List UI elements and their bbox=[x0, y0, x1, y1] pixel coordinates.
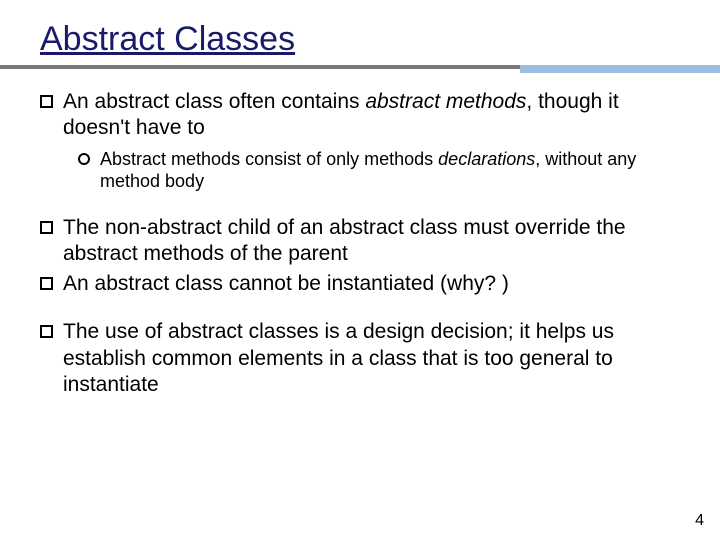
bullet-text: The use of abstract classes is a design … bbox=[63, 319, 680, 398]
bullet-item: An abstract class cannot be instantiated… bbox=[40, 271, 680, 297]
bullet-text: An abstract class often contains abstrac… bbox=[63, 89, 680, 142]
square-bullet-icon bbox=[40, 277, 53, 290]
slide: Abstract Classes An abstract class often… bbox=[0, 0, 720, 540]
text-em: declarations bbox=[438, 149, 535, 169]
bullet-item: An abstract class often contains abstrac… bbox=[40, 89, 680, 142]
text-em: abstract methods bbox=[365, 90, 526, 113]
spacer bbox=[40, 193, 680, 211]
sub-bullet-item: Abstract methods consist of only methods… bbox=[78, 148, 680, 193]
page-number: 4 bbox=[695, 512, 704, 530]
text-run: Abstract methods consist of only methods bbox=[100, 149, 438, 169]
circle-bullet-icon bbox=[78, 153, 90, 165]
square-bullet-icon bbox=[40, 95, 53, 108]
slide-body: An abstract class often contains abstrac… bbox=[40, 89, 680, 398]
square-bullet-icon bbox=[40, 221, 53, 234]
bullet-item: The non-abstract child of an abstract cl… bbox=[40, 215, 680, 268]
bullet-text: The non-abstract child of an abstract cl… bbox=[63, 215, 680, 268]
sub-bullet-text: Abstract methods consist of only methods… bbox=[100, 148, 680, 193]
text-run: An abstract class often contains bbox=[63, 90, 365, 113]
spacer bbox=[40, 297, 680, 315]
bullet-item: The use of abstract classes is a design … bbox=[40, 319, 680, 398]
bullet-text: An abstract class cannot be instantiated… bbox=[63, 271, 680, 297]
rule-blue bbox=[520, 65, 720, 73]
slide-title: Abstract Classes bbox=[40, 20, 680, 59]
title-rule bbox=[40, 65, 680, 75]
square-bullet-icon bbox=[40, 325, 53, 338]
